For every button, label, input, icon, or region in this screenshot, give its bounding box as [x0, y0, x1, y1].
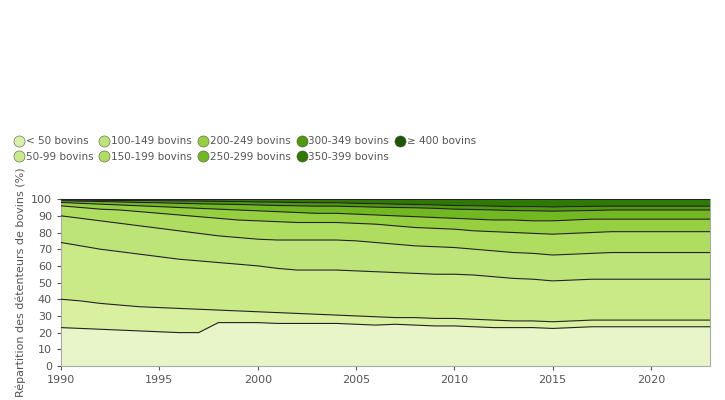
Y-axis label: Répartition des détenteurs de bovins (%): Répartition des détenteurs de bovins (%) [15, 168, 25, 397]
Legend: < 50 bovins, 50-99 bovins, 100-149 bovins, 150-199 bovins, 200-249 bovins, 250-2: < 50 bovins, 50-99 bovins, 100-149 bovin… [14, 134, 478, 164]
